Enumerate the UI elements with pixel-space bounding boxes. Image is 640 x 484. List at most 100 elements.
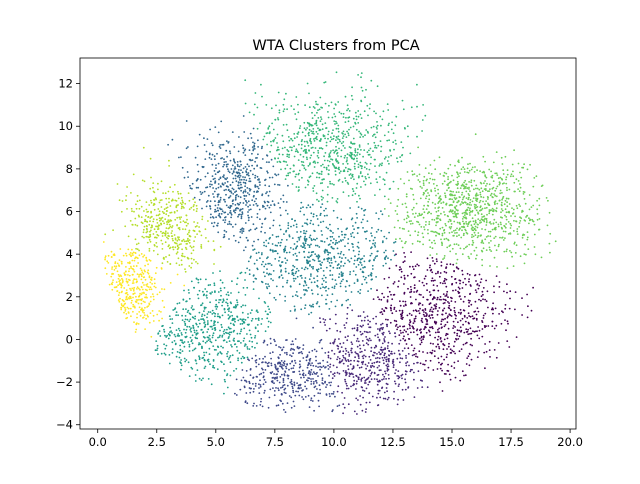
data-point bbox=[215, 187, 218, 190]
data-point bbox=[485, 224, 488, 226]
data-point bbox=[416, 220, 418, 223]
data-point bbox=[451, 198, 454, 201]
data-point bbox=[447, 345, 450, 348]
data-point bbox=[327, 227, 329, 230]
data-point bbox=[361, 377, 363, 380]
data-point bbox=[483, 188, 486, 191]
data-point bbox=[417, 303, 420, 306]
data-point bbox=[236, 299, 238, 302]
data-point bbox=[310, 397, 313, 400]
data-point bbox=[441, 182, 444, 185]
data-point bbox=[340, 360, 343, 363]
data-point bbox=[340, 155, 342, 158]
data-point bbox=[446, 246, 449, 249]
data-point bbox=[345, 290, 347, 292]
data-point bbox=[244, 246, 247, 249]
data-point bbox=[304, 145, 306, 148]
data-point bbox=[424, 167, 427, 170]
data-point bbox=[546, 224, 549, 227]
data-point bbox=[182, 220, 185, 223]
data-point bbox=[385, 255, 388, 258]
data-point bbox=[239, 323, 242, 325]
data-point bbox=[288, 234, 291, 237]
data-point bbox=[274, 137, 277, 139]
data-point bbox=[234, 209, 237, 212]
data-point bbox=[465, 328, 468, 331]
data-point bbox=[306, 354, 309, 356]
data-point bbox=[237, 175, 239, 178]
data-point bbox=[463, 315, 466, 318]
data-point bbox=[250, 216, 253, 218]
data-point bbox=[157, 353, 159, 356]
data-point bbox=[391, 298, 394, 301]
data-point bbox=[345, 382, 348, 385]
data-point bbox=[480, 234, 482, 237]
data-point bbox=[313, 409, 315, 412]
data-point bbox=[374, 257, 376, 259]
data-point bbox=[288, 153, 291, 156]
data-point bbox=[438, 232, 440, 235]
data-point bbox=[350, 341, 353, 344]
data-point bbox=[414, 317, 417, 320]
data-point bbox=[252, 390, 255, 393]
data-point bbox=[518, 203, 520, 206]
data-point bbox=[311, 362, 313, 364]
data-point bbox=[338, 166, 340, 169]
data-point bbox=[358, 130, 360, 133]
data-point bbox=[499, 236, 501, 239]
data-point bbox=[554, 240, 557, 243]
data-point bbox=[464, 229, 467, 232]
data-point bbox=[471, 239, 474, 242]
data-point bbox=[232, 226, 234, 228]
data-point bbox=[286, 402, 289, 404]
data-point bbox=[220, 289, 222, 292]
data-point bbox=[519, 216, 521, 219]
data-point bbox=[207, 194, 210, 197]
data-point bbox=[355, 118, 358, 121]
data-point bbox=[464, 320, 467, 323]
data-point bbox=[382, 264, 385, 267]
data-point bbox=[467, 163, 469, 166]
data-point bbox=[480, 213, 483, 216]
data-point bbox=[359, 395, 361, 397]
data-point bbox=[436, 338, 439, 341]
data-point bbox=[304, 396, 307, 398]
data-point bbox=[283, 391, 286, 394]
data-point bbox=[435, 224, 437, 227]
data-point bbox=[484, 326, 486, 329]
data-point bbox=[255, 317, 257, 320]
data-point bbox=[329, 395, 331, 398]
data-point bbox=[379, 369, 382, 371]
data-point bbox=[297, 131, 300, 134]
data-point bbox=[482, 242, 485, 245]
data-point bbox=[492, 312, 494, 315]
chart-title: WTA Clusters from PCA bbox=[252, 38, 419, 54]
data-point bbox=[437, 209, 440, 212]
data-point bbox=[227, 223, 229, 226]
data-point bbox=[184, 228, 187, 231]
data-point bbox=[321, 294, 323, 297]
data-point bbox=[305, 206, 308, 209]
data-point bbox=[364, 355, 367, 358]
data-point bbox=[206, 138, 209, 141]
data-point bbox=[329, 140, 332, 143]
data-point bbox=[230, 168, 233, 170]
data-point bbox=[315, 137, 317, 139]
data-point bbox=[156, 344, 159, 347]
data-point bbox=[386, 300, 389, 303]
data-point bbox=[517, 180, 520, 182]
data-point bbox=[484, 228, 487, 231]
data-point bbox=[455, 216, 458, 219]
data-point bbox=[324, 381, 326, 384]
data-point bbox=[351, 86, 353, 89]
data-point bbox=[327, 164, 330, 167]
data-point bbox=[370, 79, 373, 82]
data-point bbox=[227, 189, 230, 192]
data-point bbox=[432, 308, 435, 310]
data-point bbox=[248, 177, 251, 180]
data-point bbox=[392, 132, 395, 135]
data-point bbox=[212, 332, 215, 335]
data-point bbox=[180, 339, 183, 342]
data-point bbox=[396, 375, 399, 377]
data-point bbox=[347, 132, 350, 135]
